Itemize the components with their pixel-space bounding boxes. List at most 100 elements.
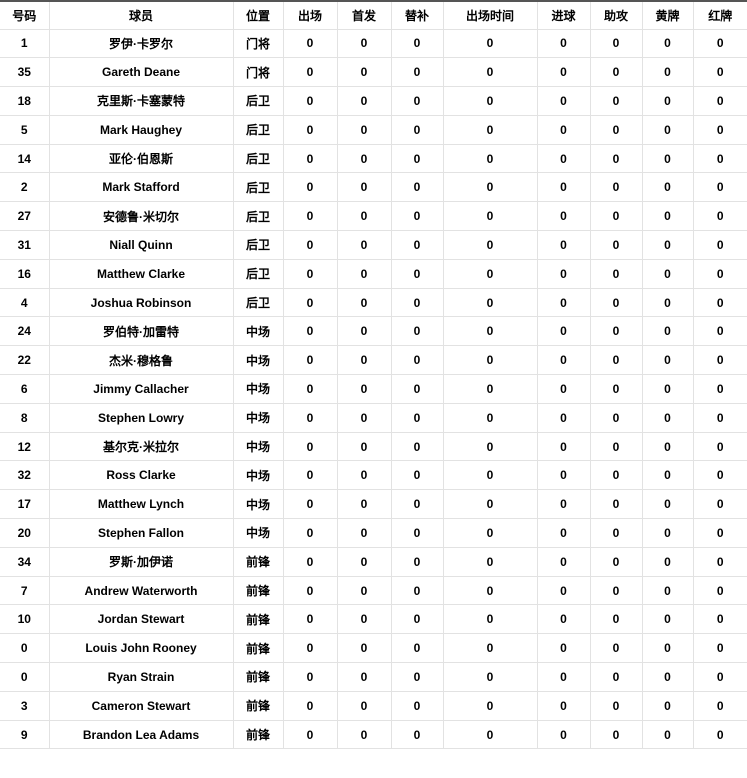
cell-substitute: 0 [390,518,444,548]
cell-red-cards: 0 [692,258,747,289]
cell-assists: 0 [589,662,643,692]
cell-number: 17 [0,489,50,520]
cell-substitute: 0 [390,201,444,232]
cell-goals: 0 [536,57,591,88]
cell-position: 前锋 [232,690,284,721]
cell-substitute: 0 [390,28,444,59]
cell-assists: 0 [589,316,643,347]
cell-number: 12 [0,431,50,462]
cell-appearances: 0 [282,518,338,548]
cell-position: 前锋 [232,719,284,750]
cell-yellow-cards: 0 [641,719,694,750]
cell-number: 16 [0,258,50,289]
cell-goals: 0 [536,172,591,203]
cell-yellow-cards: 0 [641,345,694,376]
cell-yellow-cards: 0 [641,662,694,692]
cell-appearances: 0 [282,316,338,347]
cell-appearances: 0 [282,546,338,577]
cell-minutes-played: 0 [442,345,538,376]
table-row: 16 Matthew Clarke 后卫 0 0 0 0 0 0 0 0 [0,258,747,289]
cell-minutes-played: 0 [442,374,538,404]
cell-player: 罗伯特·加雷特 [48,316,234,347]
cell-goals: 0 [536,719,591,750]
cell-starts: 0 [336,86,392,116]
cell-minutes-played: 0 [442,57,538,88]
cell-appearances: 0 [282,604,338,635]
cell-number: 4 [0,287,50,318]
cell-starts: 0 [336,258,392,289]
cell-number: 34 [0,546,50,577]
cell-player: Brandon Lea Adams [48,719,234,750]
cell-position: 中场 [232,518,284,548]
cell-red-cards: 0 [692,345,747,376]
cell-number: 27 [0,201,50,232]
cell-number: 1 [0,28,50,59]
cell-number: 2 [0,172,50,203]
cell-goals: 0 [536,345,591,376]
cell-position: 后卫 [232,143,284,174]
cell-minutes-played: 0 [442,258,538,289]
cell-appearances: 0 [282,287,338,318]
cell-number: 0 [0,633,50,664]
cell-assists: 0 [589,460,643,491]
cell-appearances: 0 [282,374,338,404]
cell-red-cards: 0 [692,316,747,347]
table-row: 22 杰米·穆格鲁 中场 0 0 0 0 0 0 0 0 [0,345,747,376]
cell-position: 中场 [232,374,284,404]
cell-assists: 0 [589,489,643,520]
cell-player: 基尔克·米拉尔 [48,431,234,462]
cell-minutes-played: 0 [442,518,538,548]
cell-yellow-cards: 0 [641,690,694,721]
cell-goals: 0 [536,402,591,433]
cell-player: Louis John Rooney [48,633,234,664]
cell-minutes-played: 0 [442,172,538,203]
cell-red-cards: 0 [692,201,747,232]
cell-assists: 0 [589,374,643,404]
cell-appearances: 0 [282,489,338,520]
column-header-starts: 首发 [336,0,392,30]
cell-substitute: 0 [390,316,444,347]
cell-assists: 0 [589,28,643,59]
cell-player: Mark Stafford [48,172,234,203]
cell-appearances: 0 [282,690,338,721]
cell-player: 安德鲁·米切尔 [48,201,234,232]
cell-red-cards: 0 [692,230,747,260]
cell-position: 前锋 [232,662,284,692]
cell-goals: 0 [536,287,591,318]
cell-position: 前锋 [232,633,284,664]
cell-substitute: 0 [390,86,444,116]
cell-player: 亚伦·伯恩斯 [48,143,234,174]
cell-starts: 0 [336,114,392,145]
cell-assists: 0 [589,345,643,376]
cell-yellow-cards: 0 [641,114,694,145]
cell-starts: 0 [336,316,392,347]
cell-number: 0 [0,662,50,692]
cell-yellow-cards: 0 [641,575,694,606]
cell-goals: 0 [536,489,591,520]
table-row: 2 Mark Stafford 后卫 0 0 0 0 0 0 0 0 [0,172,747,203]
cell-goals: 0 [536,316,591,347]
cell-player: Gareth Deane [48,57,234,88]
cell-red-cards: 0 [692,460,747,491]
column-header-player: 球员 [48,0,234,30]
cell-number: 9 [0,719,50,750]
cell-substitute: 0 [390,172,444,203]
cell-yellow-cards: 0 [641,258,694,289]
cell-assists: 0 [589,57,643,88]
cell-minutes-played: 0 [442,431,538,462]
cell-minutes-played: 0 [442,633,538,664]
table-row: 31 Niall Quinn 后卫 0 0 0 0 0 0 0 0 [0,230,747,260]
cell-starts: 0 [336,345,392,376]
cell-starts: 0 [336,402,392,433]
cell-starts: 0 [336,374,392,404]
cell-appearances: 0 [282,460,338,491]
table-row: 0 Louis John Rooney 前锋 0 0 0 0 0 0 0 0 [0,633,747,664]
cell-number: 35 [0,57,50,88]
cell-red-cards: 0 [692,374,747,404]
cell-red-cards: 0 [692,633,747,664]
cell-player: Matthew Clarke [48,258,234,289]
table-row: 10 Jordan Stewart 前锋 0 0 0 0 0 0 0 0 [0,604,747,635]
column-header-goals: 进球 [536,0,591,30]
table-row: 20 Stephen Fallon 中场 0 0 0 0 0 0 0 0 [0,518,747,548]
cell-appearances: 0 [282,201,338,232]
